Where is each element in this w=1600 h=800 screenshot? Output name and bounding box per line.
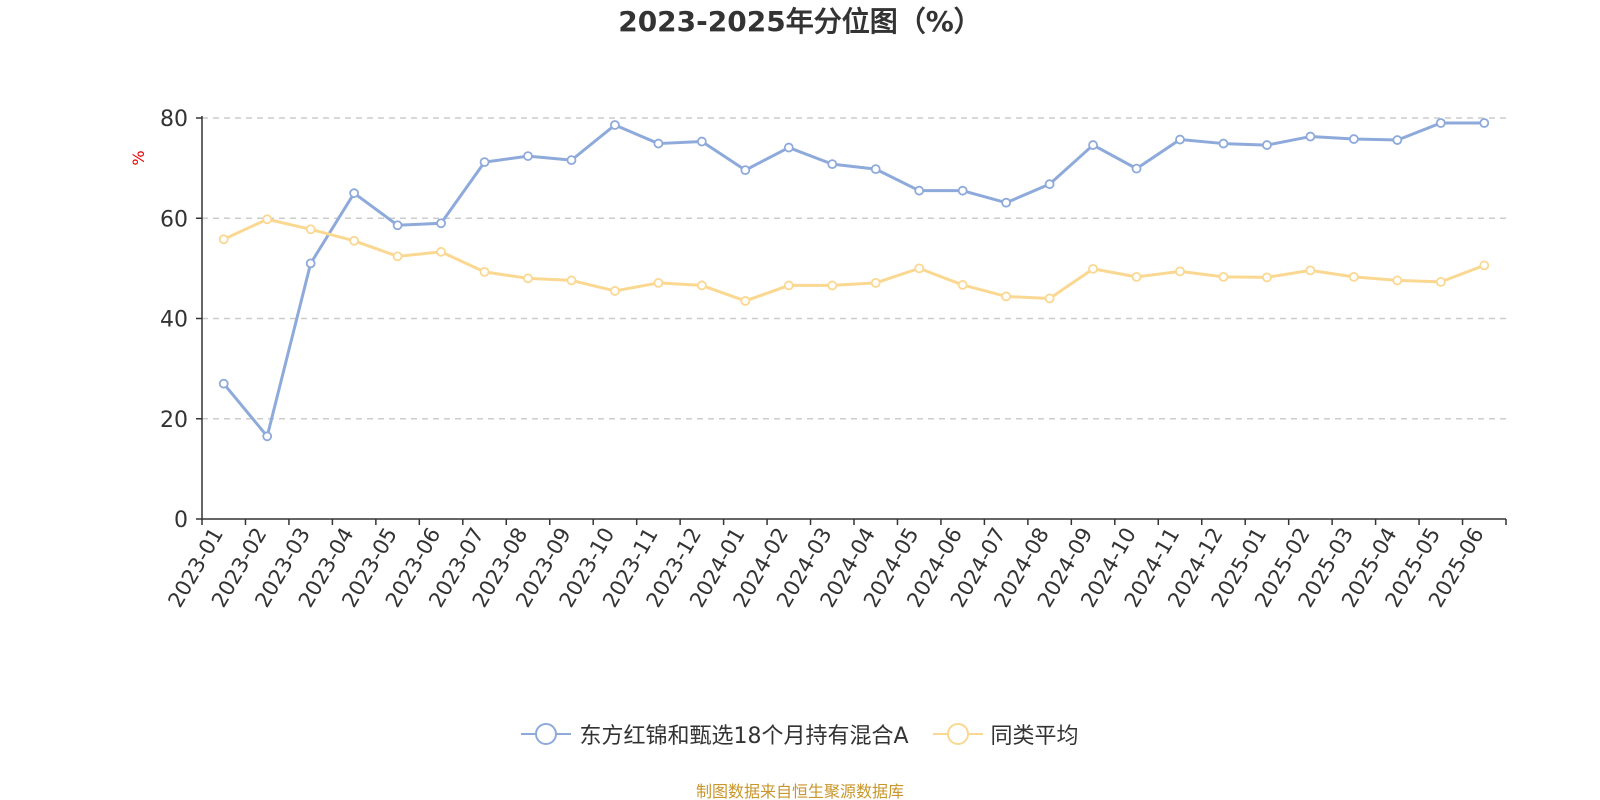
- legend-marker-series-1: [521, 723, 572, 745]
- data-point-series-2[interactable]: [1479, 260, 1490, 271]
- data-point-series-2[interactable]: [392, 251, 403, 262]
- data-point-series-2[interactable]: [957, 280, 968, 290]
- legend-label-series-1: 东方红锦和甄选18个月持有混合A: [579, 724, 909, 749]
- data-point-series-1[interactable]: [653, 138, 664, 149]
- y-tick-label: 80: [160, 107, 188, 132]
- data-point-series-1[interactable]: [1348, 134, 1359, 144]
- data-point-series-1[interactable]: [740, 165, 751, 176]
- data-point-series-1[interactable]: [1218, 138, 1229, 149]
- data-point-series-2[interactable]: [1088, 263, 1098, 274]
- data-point-series-1[interactable]: [1044, 179, 1055, 190]
- data-point-series-1[interactable]: [1392, 135, 1403, 145]
- data-point-series-2[interactable]: [696, 280, 707, 291]
- data-point-series-1[interactable]: [1001, 197, 1012, 208]
- data-point-series-1[interactable]: [262, 431, 273, 442]
- data-point-series-2[interactable]: [349, 235, 360, 246]
- data-point-series-1[interactable]: [957, 185, 968, 196]
- data-point-series-2[interactable]: [1305, 265, 1316, 276]
- axis-labels: 0204060802023-012023-022023-032023-04202…: [129, 107, 1489, 611]
- data-point-series-2[interactable]: [1218, 271, 1229, 282]
- data-point-series-1[interactable]: [305, 258, 316, 269]
- data-point-series-1[interactable]: [1088, 140, 1098, 150]
- data-point-series-2[interactable]: [523, 273, 533, 284]
- data-point-series-2[interactable]: [827, 280, 838, 291]
- series-line-1: [222, 121, 1485, 438]
- data-point-series-2[interactable]: [610, 286, 620, 296]
- data-point-series-1[interactable]: [696, 136, 707, 147]
- y-tick-label: 0: [174, 508, 188, 533]
- data-point-series-2[interactable]: [305, 224, 316, 235]
- source-note: 制图数据来自恒生聚源数据库: [695, 782, 904, 800]
- data-point-series-2[interactable]: [436, 246, 446, 257]
- legend-marker-series-2: [932, 723, 983, 745]
- y-axis-label: %: [129, 150, 148, 165]
- data-point-series-2[interactable]: [218, 234, 229, 245]
- data-point-series-1[interactable]: [1175, 134, 1185, 145]
- data-point-series-1[interactable]: [1305, 131, 1316, 142]
- grid-lines: [202, 117, 1506, 420]
- data-point-series-1[interactable]: [870, 164, 881, 175]
- data-point-series-1[interactable]: [566, 155, 577, 166]
- data-point-series-2[interactable]: [1348, 271, 1359, 282]
- data-point-series-2[interactable]: [653, 278, 664, 288]
- chart-title: 2023-2025年分位图（%）: [618, 5, 982, 38]
- data-point-series-1[interactable]: [827, 159, 838, 170]
- data-point-series-2[interactable]: [1001, 291, 1012, 302]
- data-point-series-2[interactable]: [914, 263, 925, 274]
- data-point-series-1[interactable]: [523, 151, 533, 161]
- data-point-series-1[interactable]: [479, 157, 490, 168]
- y-tick-label: 40: [160, 308, 188, 333]
- data-point-series-1[interactable]: [392, 220, 403, 231]
- series-lines: [218, 118, 1490, 442]
- data-point-series-1[interactable]: [610, 120, 620, 130]
- data-point-series-1[interactable]: [1131, 163, 1142, 174]
- axes: [196, 116, 1507, 525]
- data-point-series-2[interactable]: [1262, 272, 1272, 283]
- series-line-2: [223, 217, 1485, 303]
- line-chart: 0204060802023-012023-022023-032023-04202…: [129, 107, 1507, 611]
- data-point-series-1[interactable]: [349, 188, 360, 199]
- data-point-series-2[interactable]: [566, 275, 577, 286]
- legend: 东方红锦和甄选18个月持有混合A 同类平均: [0, 718, 1600, 750]
- data-point-series-1[interactable]: [914, 185, 925, 196]
- data-point-series-2[interactable]: [1392, 275, 1403, 286]
- data-point-series-2[interactable]: [870, 278, 881, 288]
- data-point-series-2[interactable]: [262, 214, 273, 225]
- data-point-series-2[interactable]: [1175, 266, 1185, 277]
- data-point-series-2[interactable]: [783, 280, 794, 291]
- legend-item-series-1[interactable]: 东方红锦和甄选18个月持有混合A: [521, 718, 909, 750]
- data-point-series-1[interactable]: [1435, 118, 1446, 128]
- data-point-series-2[interactable]: [740, 296, 751, 306]
- data-point-series-1[interactable]: [1262, 140, 1272, 150]
- data-point-series-1[interactable]: [783, 142, 794, 153]
- data-point-series-2[interactable]: [479, 266, 490, 277]
- data-point-series-2[interactable]: [1044, 293, 1055, 304]
- data-point-series-2[interactable]: [1131, 271, 1142, 282]
- y-tick-label: 20: [160, 408, 188, 433]
- data-point-series-1[interactable]: [218, 378, 229, 389]
- data-point-series-2[interactable]: [1435, 277, 1446, 287]
- legend-label-series-2: 同类平均: [990, 724, 1079, 749]
- legend-item-series-2[interactable]: 同类平均: [932, 718, 1079, 750]
- data-point-series-1[interactable]: [1479, 118, 1490, 128]
- data-point-series-1[interactable]: [436, 218, 446, 229]
- y-tick-label: 60: [160, 207, 188, 232]
